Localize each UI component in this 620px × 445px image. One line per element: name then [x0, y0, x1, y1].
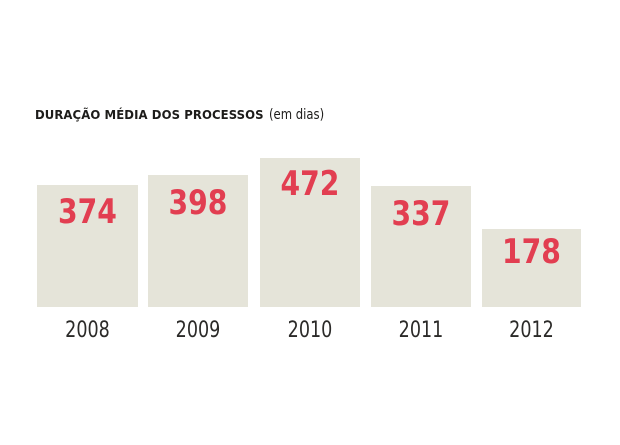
category-label-2010: 2010: [287, 316, 333, 343]
bar-value-label: 472: [280, 164, 340, 204]
category-label-2012: 2012: [509, 316, 554, 343]
bar-value-label: 178: [502, 232, 561, 272]
chart-title: DURAÇÃO MÉDIA DOS PROCESSOS: [35, 107, 264, 122]
bar-value-label: 337: [391, 194, 451, 234]
bar-2010: 472: [260, 158, 360, 307]
bar-value-label: 374: [58, 192, 117, 232]
bar-2009: 398: [148, 175, 248, 307]
category-label-2008: 2008: [65, 316, 110, 343]
category-label-2011: 2011: [398, 316, 444, 343]
bar-2012: 178: [482, 229, 581, 307]
category-label-2009: 2009: [175, 316, 221, 343]
chart-subtitle: (em dias): [269, 107, 325, 123]
bar-value-label: 398: [168, 183, 228, 223]
chart-header: DURAÇÃO MÉDIA DOS PROCESSOS (em dias): [35, 108, 336, 122]
bar-2011: 337: [371, 186, 471, 307]
bar-2008: 374: [37, 185, 138, 307]
